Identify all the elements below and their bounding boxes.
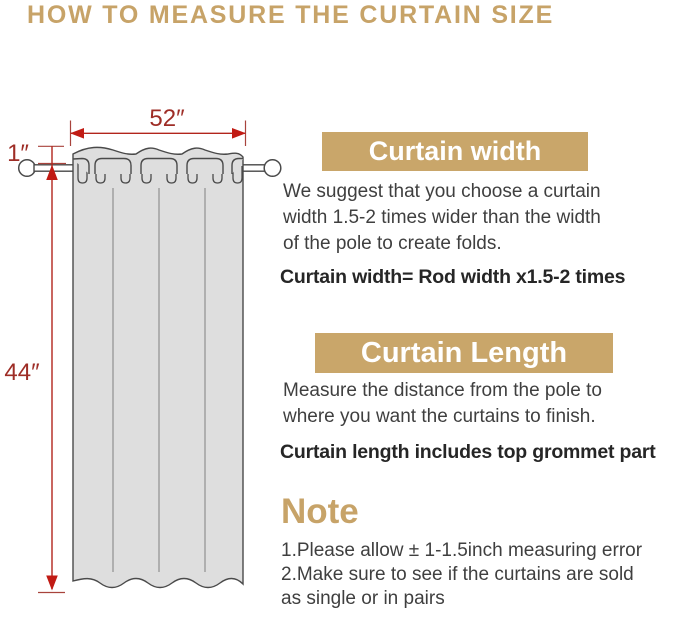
grommet-fold-arches (72, 157, 244, 174)
curtain-rod (17, 158, 282, 178)
width-dimension-label: 52″ (149, 105, 185, 132)
curtain-body (72, 146, 244, 589)
rod-finial-right (263, 158, 282, 178)
curtain-length-heading: Curtain Length (315, 333, 613, 373)
rod-bar-right (240, 164, 266, 172)
dimension-lines (51, 132, 245, 589)
dimension-arrowheads (46, 128, 246, 591)
note-heading: Note (281, 492, 359, 531)
note-item-1: 1.Please allow ± 1-1.5inch measuring err… (281, 540, 643, 561)
curtain-length-description: Measure the distance from the pole to wh… (283, 380, 602, 427)
arrow-up-icon (46, 164, 58, 180)
length-dimension-label: 44″ (4, 359, 40, 386)
rod-bar-left (33, 164, 76, 172)
dimension-labels: 52″ 1″ 44″ (4, 105, 185, 386)
arrow-right-icon (232, 128, 246, 139)
curtain-length-formula: Curtain length includes top grommet part (280, 441, 656, 463)
curtain-width-formula: Curtain width= Rod width x1.5-2 times (280, 266, 626, 288)
arrow-down-icon (46, 575, 58, 591)
curtain-measure-diagram: 52″ 1″ 44″ (4, 105, 282, 594)
curtain-width-description: We suggest that you choose a curtain wid… (283, 181, 601, 254)
page-title: HOW TO MEASURE THE CURTAIN SIZE (27, 1, 555, 29)
curtain-fold-lines (112, 188, 206, 572)
curtain-width-heading: Curtain width (322, 132, 588, 171)
arrow-left-icon (70, 128, 84, 139)
top-dimension-label: 1″ (7, 140, 29, 167)
note-item-2: 2.Make sure to see if the curtains are s… (281, 564, 634, 609)
